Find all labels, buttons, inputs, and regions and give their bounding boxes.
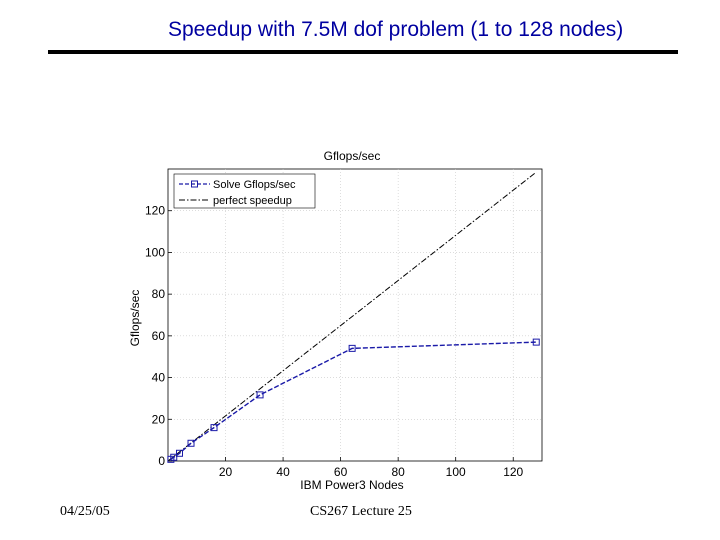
- slide-title: Speedup with 7.5M dof problem (1 to 128 …: [168, 18, 624, 41]
- plot-area: [167, 168, 543, 462]
- solve-gflops-point: [210, 424, 218, 432]
- y-tick-label: 20: [152, 412, 166, 426]
- chart-title: Gflops/sec: [324, 149, 381, 163]
- axis-ticks: 20 40 60 80 100 120 0 20 40 60 80 100 120: [145, 204, 524, 479]
- solve-gflops-point: [256, 391, 264, 399]
- y-tick-label: 60: [152, 329, 166, 343]
- y-tick-label: 80: [152, 287, 166, 301]
- solve-gflops-point: [170, 453, 178, 461]
- footer-course: CS267 Lecture 25: [310, 504, 412, 519]
- y-tick-label: 0: [158, 454, 165, 468]
- title-divider: [48, 50, 678, 54]
- x-tick-label: 20: [219, 465, 233, 479]
- x-tick-label: 60: [334, 465, 348, 479]
- perfect-speedup-line: [167, 171, 537, 462]
- legend-solve-marker: [191, 180, 198, 188]
- x-tick-label: 40: [276, 465, 290, 479]
- footer-date: 04/25/05: [60, 504, 110, 519]
- solve-gflops-point: [532, 338, 540, 346]
- solve-gflops-point: [176, 449, 184, 457]
- solve-gflops-point: [348, 344, 356, 352]
- y-tick-label: 100: [145, 245, 165, 259]
- legend-perfect-label: perfect speedup: [213, 195, 292, 207]
- solve-gflops-point: [187, 439, 195, 447]
- x-tick-label: 80: [391, 465, 405, 479]
- grid-lines: [168, 169, 542, 461]
- legend-solve-label: Solve Gflops/sec: [213, 179, 296, 191]
- y-axis-label: Gflops/sec: [128, 290, 142, 347]
- legend: Solve Gflops/sec perfect speedup: [173, 173, 316, 209]
- y-tick-label: 40: [152, 371, 166, 385]
- solve-gflops-line: [170, 341, 537, 460]
- legend-box: [173, 173, 316, 209]
- series-layer: [167, 171, 540, 463]
- x-tick-label: 120: [503, 465, 523, 479]
- y-tick-label: 120: [145, 204, 165, 218]
- x-tick-label: 100: [446, 465, 466, 479]
- x-axis-label: IBM Power3 Nodes: [300, 478, 403, 492]
